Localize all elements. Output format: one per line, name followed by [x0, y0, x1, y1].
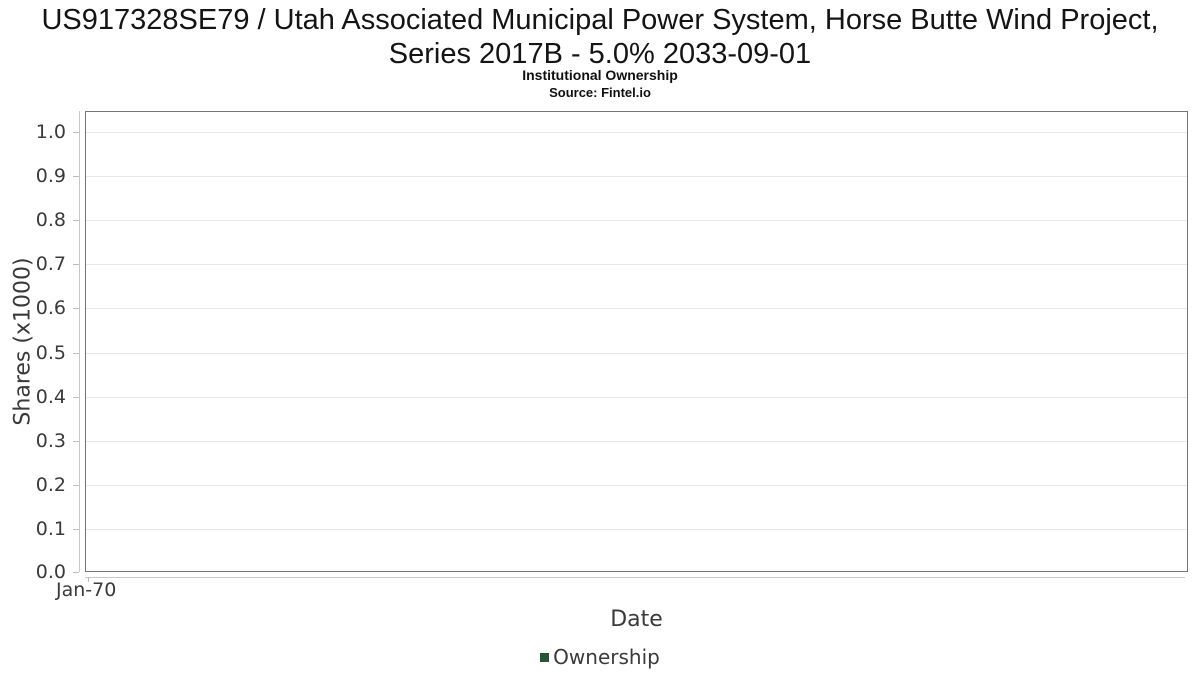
y-tick-label: 0.8 — [35, 209, 66, 231]
gridline — [86, 132, 1187, 133]
y-tick-mark — [73, 353, 79, 354]
x-axis-title: Date — [610, 607, 663, 632]
gridline — [86, 308, 1187, 309]
chart-title: US917328SE79 / Utah Associated Municipal… — [0, 3, 1200, 71]
y-tick-mark — [73, 308, 79, 309]
y-tick-mark — [73, 176, 79, 177]
plot-area: 1.0 0.9 0.8 0.7 0.6 0.5 0.4 0.3 0.2 0.1 … — [36, 111, 1188, 632]
chart-subtitle: Institutional Ownership — [522, 67, 678, 83]
legend: Ownership — [0, 646, 1200, 669]
y-tick-mark — [73, 132, 79, 133]
y-tick-label: 0.7 — [35, 253, 66, 275]
chart-title-text: US917328SE79 / Utah Associated Municipal… — [41, 4, 1159, 70]
y-tick-label: 0.2 — [35, 474, 66, 496]
y-tick-label: 0.6 — [35, 297, 66, 319]
legend-marker-icon — [540, 653, 550, 662]
y-tick-mark — [73, 397, 79, 398]
y-tick-label: 0.0 — [35, 561, 66, 583]
x-tick-label: Jan-70 — [56, 579, 117, 601]
gridline — [86, 485, 1187, 486]
y-tick-label: 0.3 — [35, 430, 66, 452]
gridline — [86, 397, 1187, 398]
y-tick-mark — [73, 572, 79, 573]
gridline — [86, 529, 1187, 530]
y-axis-line — [79, 111, 80, 572]
gridline — [86, 353, 1187, 354]
y-tick-mark — [73, 220, 79, 221]
y-tick-label: 0.4 — [35, 386, 66, 408]
y-tick-mark — [73, 264, 79, 265]
y-tick-label: 0.9 — [35, 165, 66, 187]
y-tick-label: 0.1 — [35, 518, 66, 540]
y-tick-mark — [73, 485, 79, 486]
gridline — [86, 264, 1187, 265]
y-tick-label: 1.0 — [35, 121, 66, 143]
chart-source: Source: Fintel.io — [549, 85, 651, 100]
gridline — [86, 220, 1187, 221]
x-tick-mark — [88, 577, 89, 582]
y-tick-label: 0.5 — [35, 342, 66, 364]
gridline — [86, 441, 1187, 442]
legend-label: Ownership — [553, 645, 660, 669]
x-axis-line — [85, 577, 1185, 578]
gridline — [86, 176, 1187, 177]
y-tick-mark — [73, 529, 79, 530]
y-tick-mark — [73, 441, 79, 442]
